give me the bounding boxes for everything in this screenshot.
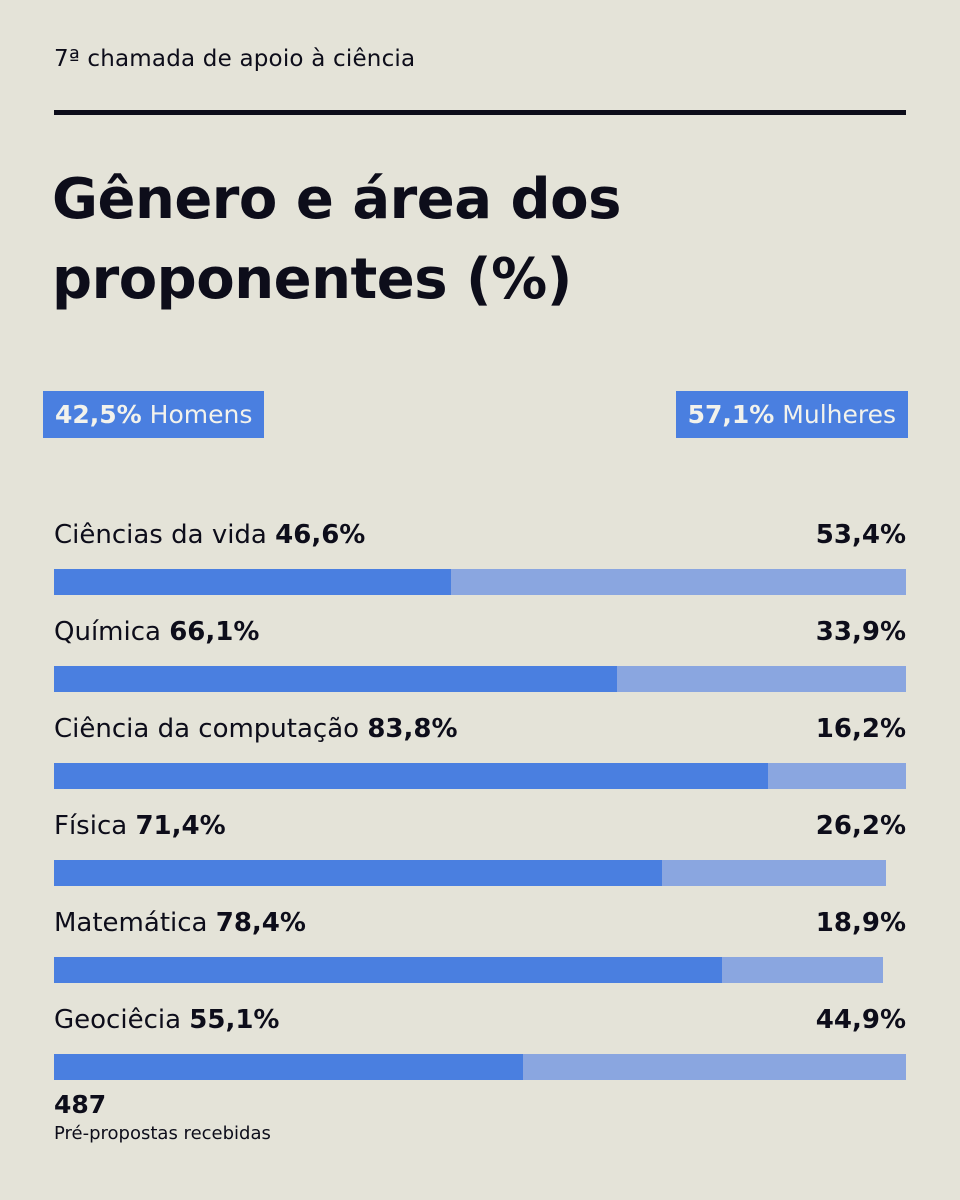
- men-value-label: 46,6%: [275, 520, 366, 550]
- divider: [54, 110, 906, 115]
- bar-men: [54, 860, 662, 886]
- legend-men-value: 42,5%: [55, 400, 142, 429]
- women-value-label: 26,2%: [815, 811, 906, 841]
- women-value-label: 18,9%: [815, 908, 906, 938]
- category-label: Física 71,4%: [54, 808, 226, 844]
- category-name: Ciência da computação: [54, 714, 368, 744]
- bar-women: [54, 1054, 906, 1080]
- bar-row: Química 66,1% 33,9%: [0, 614, 960, 714]
- bar-men: [54, 957, 722, 983]
- bar-women: [54, 957, 883, 983]
- category-label: Matemática 78,4%: [54, 905, 306, 941]
- women-value-label: 33,9%: [815, 617, 906, 647]
- category-label: Ciência da computação 83,8%: [54, 711, 458, 747]
- total-label: Pré-propostas recebidas: [54, 1123, 271, 1144]
- bar-men: [54, 1054, 523, 1080]
- category-name: Química: [54, 617, 170, 647]
- bar-row: Ciência da computação 83,8% 16,2%: [0, 711, 960, 811]
- category-name: Física: [54, 811, 136, 841]
- bar-women: [54, 763, 906, 789]
- bar-row: Matemática 78,4% 18,9%: [0, 905, 960, 1005]
- men-value-label: 83,8%: [367, 714, 458, 744]
- bar-men: [54, 666, 617, 692]
- bar-women: [54, 666, 906, 692]
- men-value-label: 66,1%: [169, 617, 260, 647]
- chart-title: Gênero e área dos proponentes (%): [52, 167, 621, 312]
- women-value-label: 16,2%: [815, 714, 906, 744]
- category-name: Geociêcia: [54, 1005, 190, 1035]
- men-value-label: 78,4%: [215, 908, 306, 938]
- legend-men: 42,5% Homens: [43, 391, 265, 438]
- category-label: Química 66,1%: [54, 614, 259, 650]
- legend-women: 57,1% Mulheres: [675, 391, 908, 438]
- legend-women-value: 57,1%: [687, 400, 775, 429]
- bar-row: Geociêcia 55,1% 44,9%: [0, 1002, 960, 1102]
- men-value-label: 71,4%: [135, 811, 226, 841]
- total-count: 487: [54, 1090, 107, 1119]
- bar-women: [54, 860, 886, 886]
- women-value-label: 53,4%: [815, 520, 906, 550]
- bar-men: [54, 569, 451, 595]
- legend-women-label: Mulheres: [774, 400, 896, 429]
- category-name: Ciências da vida: [54, 520, 276, 550]
- men-value-label: 55,1%: [189, 1005, 280, 1035]
- kicker: 7ª chamada de apoio à ciência: [54, 46, 416, 72]
- legend-men-label: Homens: [141, 400, 253, 429]
- women-value-label: 44,9%: [815, 1005, 906, 1035]
- category-name: Matemática: [54, 908, 216, 938]
- category-label: Ciências da vida 46,6%: [54, 517, 365, 553]
- category-label: Geociêcia 55,1%: [54, 1002, 279, 1038]
- bar-women: [54, 569, 906, 595]
- bar-row: Física 71,4% 26,2%: [0, 808, 960, 908]
- bar-row: Ciências da vida 46,6% 53,4%: [0, 517, 960, 617]
- bar-men: [54, 763, 768, 789]
